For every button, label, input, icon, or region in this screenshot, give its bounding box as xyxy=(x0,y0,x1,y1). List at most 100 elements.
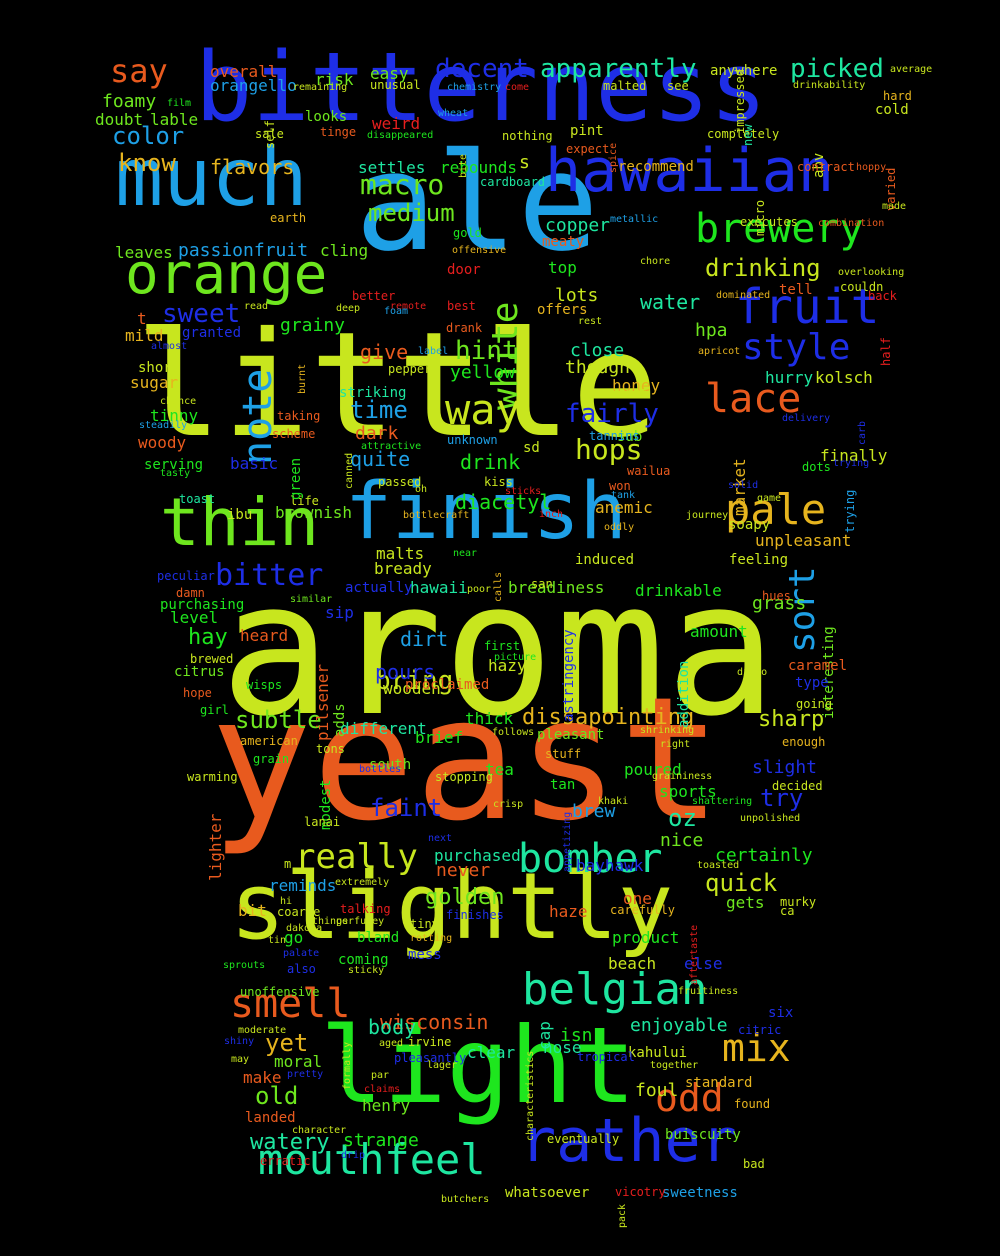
cloud-word: erratic xyxy=(260,1154,311,1169)
cloud-word: drinkable xyxy=(635,580,722,600)
cloud-word: thick xyxy=(465,708,514,728)
cloud-word: caramel xyxy=(788,657,848,674)
cloud-word: finally xyxy=(820,445,888,465)
cloud-word: note xyxy=(235,368,281,465)
cloud-word: journey xyxy=(686,509,729,521)
cloud-word: one xyxy=(623,888,652,908)
cloud-word: tons xyxy=(316,742,345,757)
cloud-word: haze xyxy=(549,901,588,921)
cloud-word: yellow xyxy=(450,362,516,384)
cloud-word: dirt xyxy=(400,627,449,651)
cloud-word: hint xyxy=(455,336,518,367)
cloud-word: pale xyxy=(725,484,827,534)
cloud-word: completely xyxy=(707,127,780,142)
cloud-word: sip xyxy=(325,602,354,622)
cloud-word: diego xyxy=(737,666,768,678)
cloud-word: subtle xyxy=(235,706,322,735)
cloud-word: bitter xyxy=(215,557,324,593)
cloud-word: ibu xyxy=(227,506,253,523)
cloud-word: old xyxy=(255,1082,299,1111)
cloud-word: addition xyxy=(676,660,692,728)
cloud-word: overall xyxy=(210,61,278,81)
cloud-word: tasty xyxy=(160,467,191,479)
cloud-word: executes xyxy=(740,215,798,230)
cloud-word: sports xyxy=(659,781,717,801)
cloud-word: shrinking xyxy=(640,724,695,736)
cloud-word: sweet xyxy=(162,299,241,330)
cloud-word: come xyxy=(505,81,530,93)
cloud-word: anemic xyxy=(595,497,653,517)
cloud-word: tinge xyxy=(320,125,357,140)
cloud-word: steadily xyxy=(139,419,188,431)
cloud-word: par xyxy=(371,1069,390,1081)
cloud-word: nothing xyxy=(502,129,553,144)
cloud-word: slightly xyxy=(230,853,674,961)
cloud-word: bottles xyxy=(359,763,402,775)
cloud-word: pint xyxy=(570,122,604,139)
cloud-word: dissapointing xyxy=(522,704,695,730)
cloud-word: kolsch xyxy=(815,367,873,387)
cloud-word: trying xyxy=(843,489,857,533)
cloud-word: moral xyxy=(274,1051,323,1071)
cloud-word: actually xyxy=(345,579,413,596)
cloud-word: picture xyxy=(494,651,537,663)
cloud-word: remaining xyxy=(293,81,348,93)
cloud-word: oz xyxy=(668,804,697,833)
cloud-word: hurry xyxy=(765,367,814,387)
cloud-word: weird xyxy=(372,113,421,133)
cloud-word: thin xyxy=(160,484,319,562)
cloud-word: medium xyxy=(368,199,455,228)
cloud-word: buiscuity xyxy=(665,1126,741,1143)
cloud-word: gold xyxy=(453,226,482,241)
cloud-word: body xyxy=(368,1015,417,1039)
cloud-word: earth xyxy=(270,211,307,226)
cloud-word: right xyxy=(660,738,691,750)
cloud-word: peculiar xyxy=(157,569,215,584)
cloud-word: wheat xyxy=(438,107,469,119)
cloud-word: best xyxy=(447,299,476,314)
cloud-word: palate xyxy=(283,947,320,959)
cloud-word: eventually xyxy=(547,1132,620,1147)
cloud-word: pleasant xyxy=(537,726,605,743)
cloud-word: certainly xyxy=(715,845,813,867)
cloud-word: tiny xyxy=(410,917,439,932)
cloud-word: wisconsin xyxy=(380,1010,489,1034)
cloud-word: bottlecraft xyxy=(403,509,470,521)
cloud-word: decent xyxy=(435,54,529,85)
cloud-word: rest xyxy=(578,315,603,327)
cloud-word: shiny xyxy=(224,1035,255,1047)
cloud-word: sugar xyxy=(130,372,179,392)
cloud-word: tan xyxy=(550,776,576,793)
cloud-word: ensues xyxy=(604,385,648,400)
cloud-word: bitterness xyxy=(195,32,767,143)
cloud-word: amount xyxy=(690,621,748,641)
cloud-word: stopping xyxy=(435,770,493,785)
cloud-word: product xyxy=(612,927,680,947)
cloud-word: mild xyxy=(125,325,164,345)
cloud-word: lanai xyxy=(304,815,341,830)
cloud-word: s xyxy=(519,152,530,174)
cloud-word: character xyxy=(292,1124,347,1136)
cloud-word: standard xyxy=(685,1074,753,1091)
cloud-word: diacetyl xyxy=(455,490,552,514)
cloud-word: rotting xyxy=(410,932,453,944)
cloud-word: whatsoever xyxy=(505,1184,590,1201)
cloud-word: odd xyxy=(655,1076,724,1121)
cloud-word: mouthfeel xyxy=(258,1134,486,1184)
cloud-word: first xyxy=(484,639,521,654)
cloud-word: yeast xyxy=(210,660,722,859)
cloud-word: taking xyxy=(277,409,321,424)
cloud-word: aftertaste xyxy=(689,924,700,985)
cloud-word: malts xyxy=(376,543,425,563)
cloud-word: offensive xyxy=(452,244,507,256)
cloud-word: expect xyxy=(566,142,610,157)
cloud-word: doubt xyxy=(95,109,144,129)
cloud-word: hazy xyxy=(488,655,527,675)
cloud-word: tinny xyxy=(150,405,199,425)
cloud-word: bit xyxy=(238,900,267,920)
cloud-word: orange xyxy=(125,241,328,307)
cloud-word: aroma xyxy=(220,541,777,758)
cloud-word: similar xyxy=(290,593,333,605)
cloud-word: see xyxy=(667,79,689,94)
cloud-word: spice xyxy=(608,142,619,173)
